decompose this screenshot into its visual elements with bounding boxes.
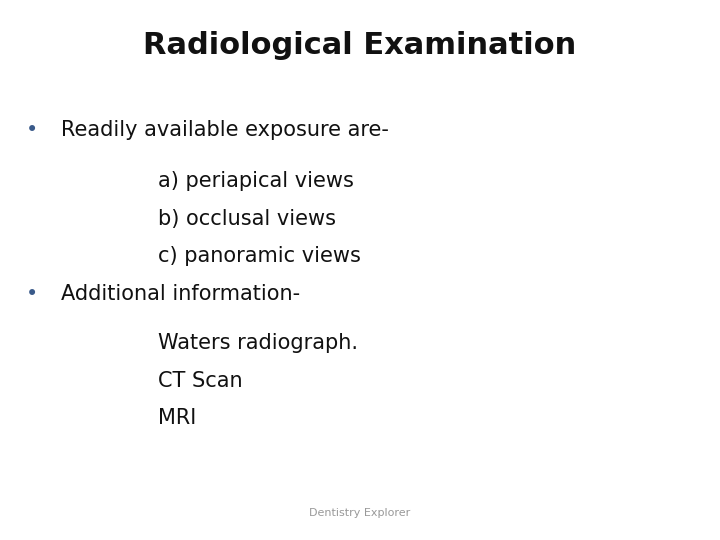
- Text: Waters radiograph.: Waters radiograph.: [158, 333, 359, 353]
- Text: •: •: [26, 119, 39, 140]
- Text: MRI: MRI: [158, 408, 197, 429]
- Text: a) periapical views: a) periapical views: [158, 171, 354, 191]
- Text: Readily available exposure are-: Readily available exposure are-: [61, 119, 389, 140]
- Text: CT Scan: CT Scan: [158, 370, 243, 391]
- Text: b) occlusal views: b) occlusal views: [158, 208, 336, 229]
- Text: c) panoramic views: c) panoramic views: [158, 246, 361, 267]
- Text: Dentistry Explorer: Dentistry Explorer: [310, 508, 410, 518]
- Text: Additional information-: Additional information-: [61, 284, 300, 305]
- Text: •: •: [26, 284, 39, 305]
- Text: Radiological Examination: Radiological Examination: [143, 31, 577, 60]
